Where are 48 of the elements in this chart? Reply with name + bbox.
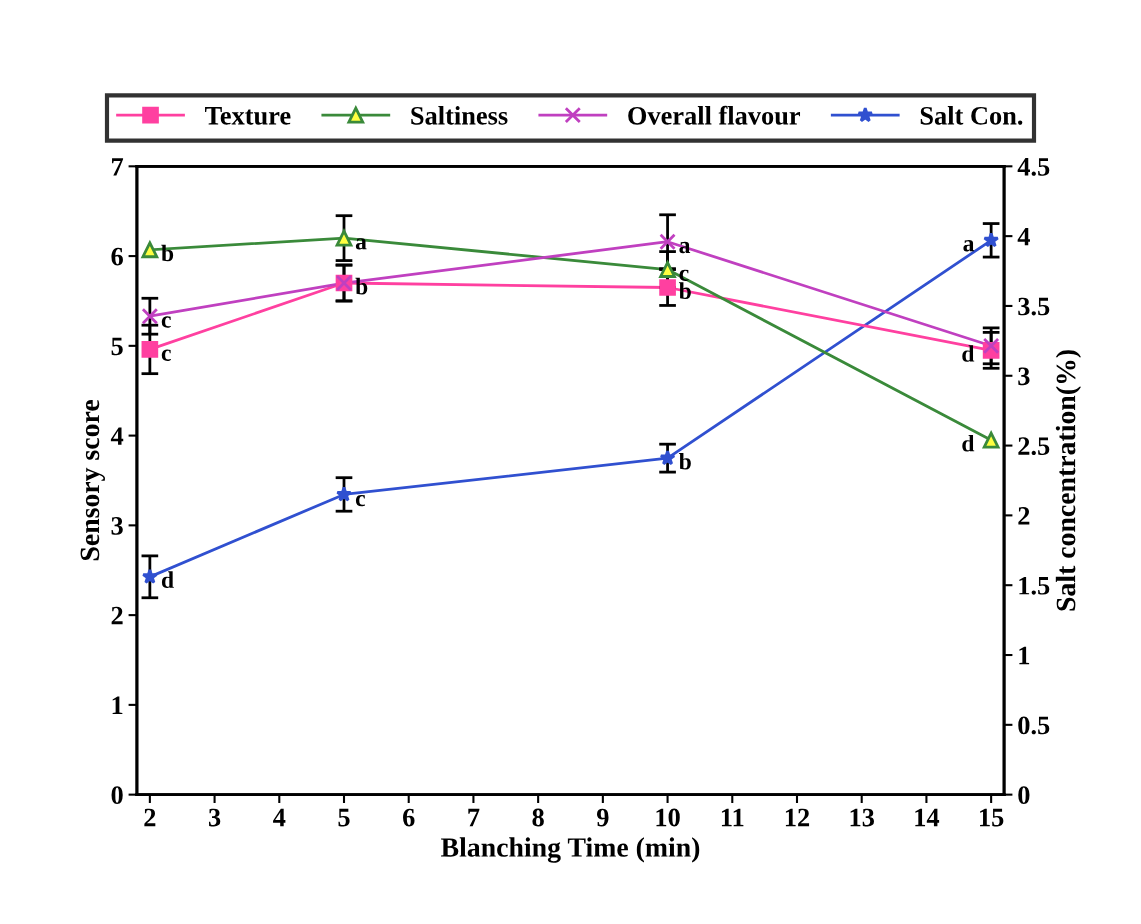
annotation: d bbox=[962, 345, 975, 362]
legend-label: Overall flavour bbox=[628, 105, 801, 125]
y2-tick-label: 1 bbox=[1019, 646, 1030, 665]
x-tick-label: 4 bbox=[273, 808, 286, 827]
x-tick-label: 15 bbox=[980, 808, 1004, 827]
y-tick-label: 1 bbox=[112, 696, 123, 715]
y-axis-title: Sensory score bbox=[80, 400, 105, 561]
x-tick-label: 10 bbox=[656, 808, 680, 827]
x-tick-label: 3 bbox=[208, 808, 221, 827]
x-tick-label: 12 bbox=[785, 808, 810, 827]
x-tick-label: 13 bbox=[850, 808, 874, 827]
y2-tick-label: 0 bbox=[1018, 786, 1030, 805]
x-tick-label: 6 bbox=[403, 808, 415, 827]
x-tick-label: 11 bbox=[721, 808, 744, 827]
y-tick-label: 0 bbox=[111, 786, 123, 805]
y2-tick-label: 3 bbox=[1018, 367, 1030, 386]
y2-axis-title: Salt concentration(%) bbox=[1055, 350, 1082, 611]
y2-tick-label: 3.5 bbox=[1018, 297, 1050, 316]
annotation: c bbox=[161, 316, 171, 328]
y2-tick-label: 0.5 bbox=[1018, 716, 1050, 735]
annotation: c bbox=[161, 349, 171, 361]
y2-tick-label: 1.5 bbox=[1019, 576, 1050, 595]
legend-label: Salt Con. bbox=[920, 106, 1023, 125]
annotation: a bbox=[963, 240, 975, 252]
annotation: d bbox=[962, 434, 975, 452]
annotation: d bbox=[161, 571, 174, 588]
x-tick-label: 14 bbox=[915, 808, 940, 827]
x-tick-label: 2 bbox=[144, 808, 156, 827]
legend-label: Texture bbox=[205, 107, 291, 125]
legend-label: Saltiness bbox=[411, 106, 508, 125]
annotation: c bbox=[355, 494, 365, 507]
y2-tick-label: 2 bbox=[1018, 507, 1030, 525]
y-tick-label: 5 bbox=[111, 337, 123, 356]
y-tick-label: 2 bbox=[111, 606, 123, 625]
x-axis-title: Blanching Time (min) bbox=[441, 837, 700, 863]
y-tick-label: 3 bbox=[111, 517, 123, 535]
x-tick-label: 5 bbox=[338, 808, 350, 827]
y2-tick-label: 4.5 bbox=[1017, 158, 1050, 176]
x-tick-label: 7 bbox=[468, 808, 480, 827]
y-tick-label: 6 bbox=[111, 247, 123, 266]
y2-tick-label: 2.5 bbox=[1018, 437, 1050, 456]
y2-tick-label: 4 bbox=[1017, 227, 1030, 246]
y-tick-label: 4 bbox=[110, 427, 124, 445]
annotation: a bbox=[355, 238, 367, 250]
annotation: b bbox=[678, 452, 691, 470]
x-tick-label: 9 bbox=[596, 808, 609, 827]
x-tick-label: 8 bbox=[532, 808, 544, 827]
y-tick-label: 7 bbox=[112, 158, 124, 176]
